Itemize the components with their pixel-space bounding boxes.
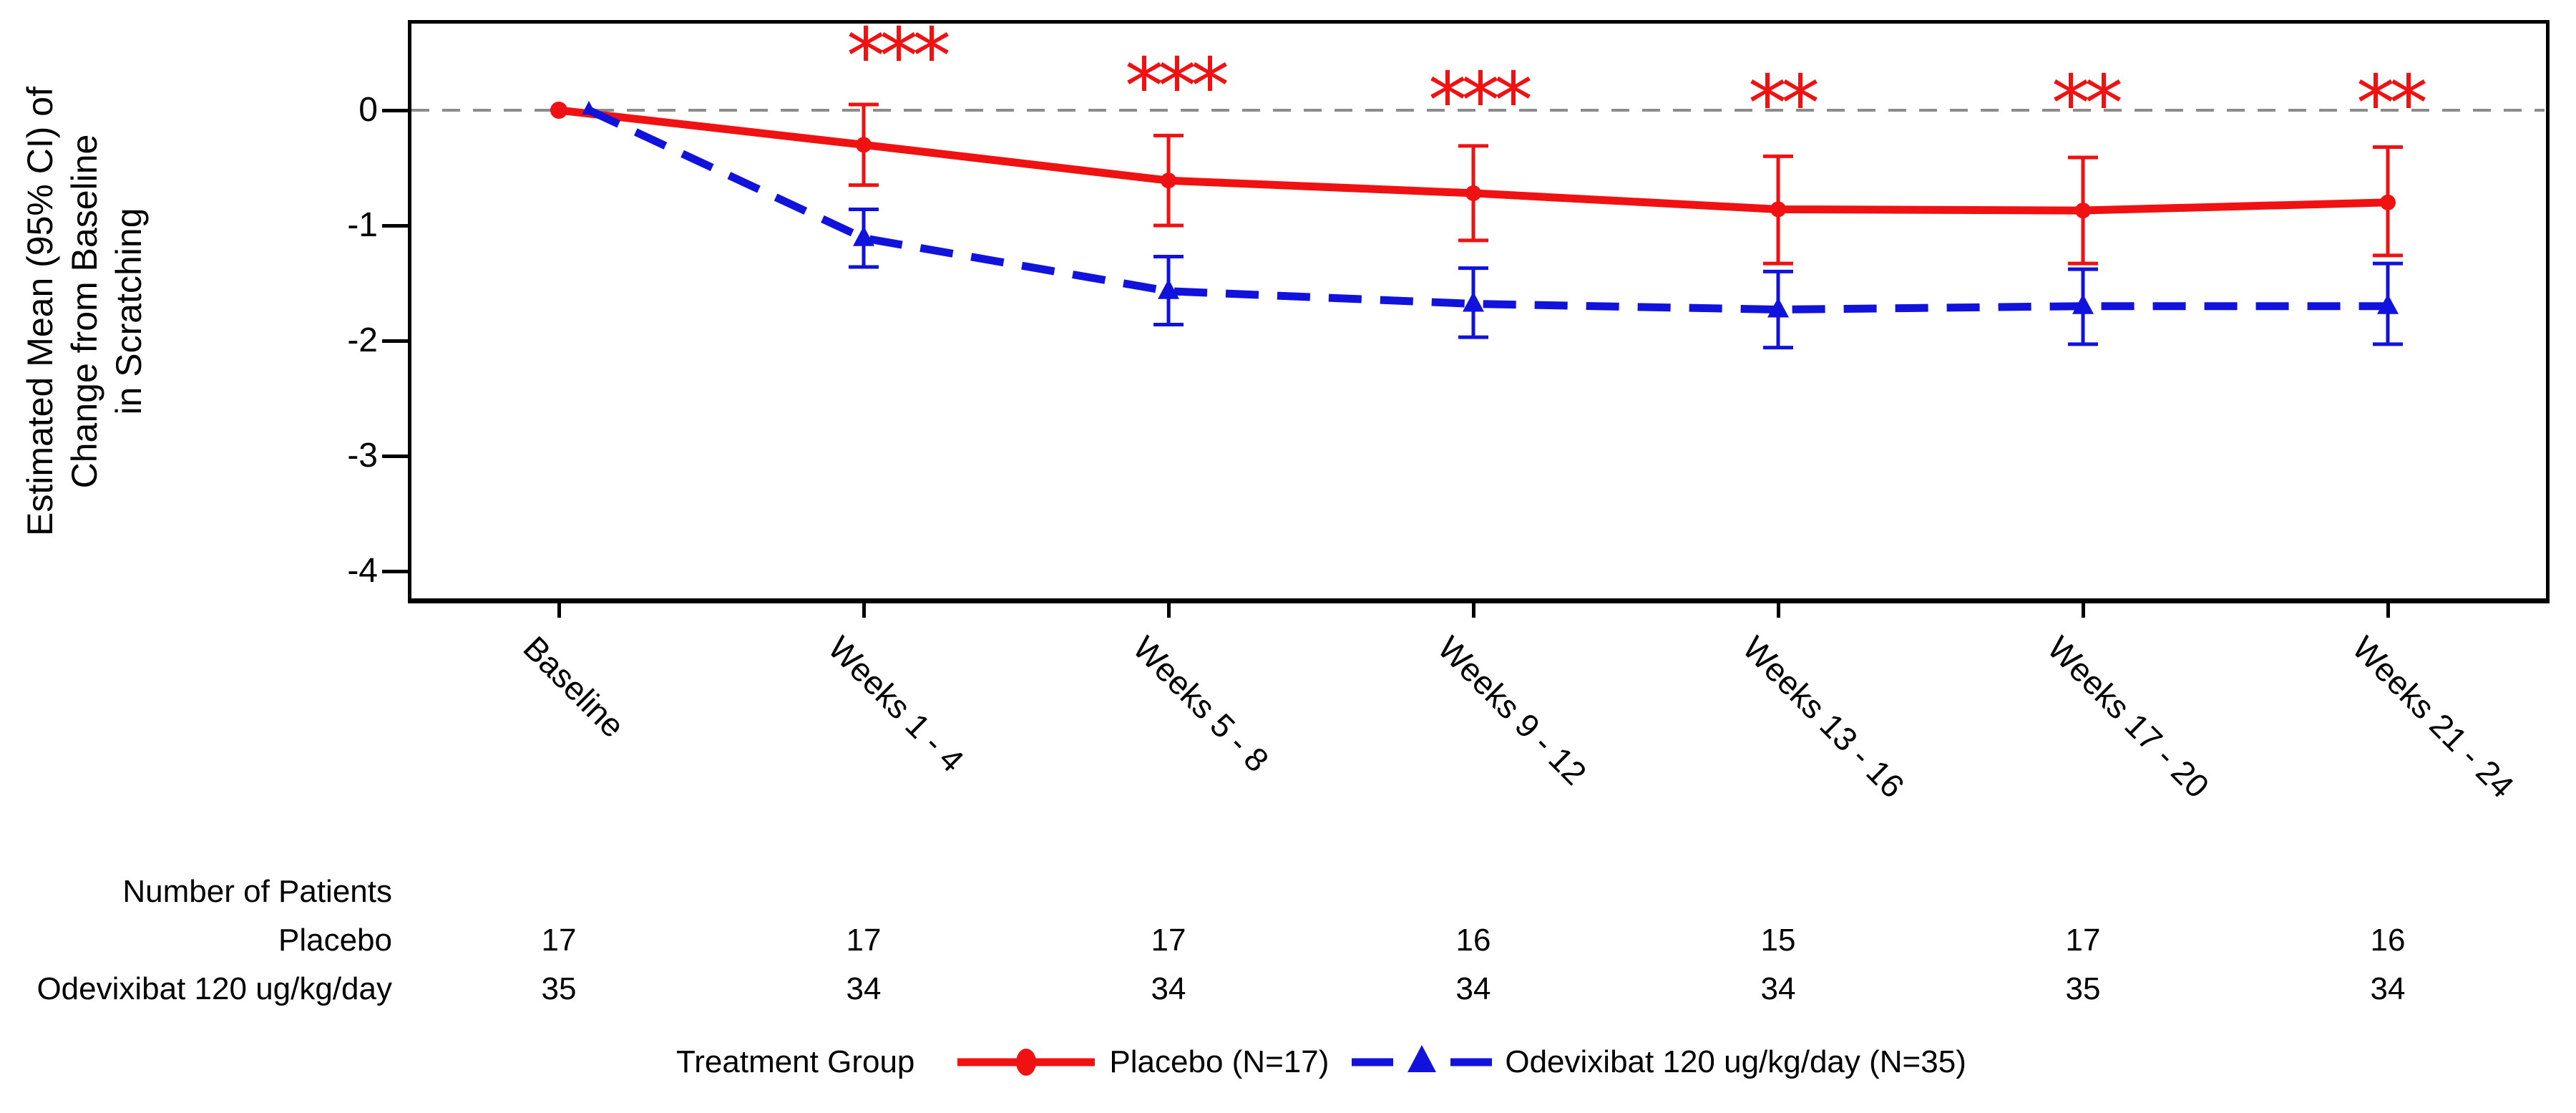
legend-marker-odevixibat-icon: [1352, 1045, 1493, 1072]
marker-circle: [2075, 203, 2091, 219]
x-tick-mark: [2386, 603, 2390, 618]
patient-count-cell: 34: [1455, 971, 1491, 1006]
significance-stars: **: [1748, 59, 1818, 149]
patient-count-cell: 35: [2065, 971, 2101, 1006]
significance-stars: **: [2356, 59, 2426, 149]
y-tick-mark: [382, 339, 408, 343]
y-tick-mark: [382, 224, 408, 228]
series-markers-placebo: [550, 102, 2396, 219]
marker-circle: [550, 102, 567, 119]
marker-triangle: [1158, 278, 1179, 299]
x-tick-mark: [1472, 603, 1475, 618]
y-tick-label: -1: [347, 206, 378, 244]
significance-stars: ***: [1428, 57, 1531, 146]
y-tick-label: -4: [347, 552, 378, 590]
y-tick-mark: [382, 570, 408, 573]
y-tick-label: 0: [358, 91, 378, 129]
marker-triangle: [853, 225, 874, 246]
patient-count-cell: 34: [2370, 971, 2406, 1006]
legend-label-odevixibat: Odevixibat 120 ug/kg/day (N=35): [1505, 1044, 1966, 1079]
y-tick-mark: [382, 109, 408, 112]
series-markers-odevixibat: [582, 101, 2399, 318]
x-tick-label: Weeks 13 - 16: [1735, 628, 1912, 805]
marker-circle: [1161, 172, 1176, 189]
legend: Treatment Group Placebo (N=17) Odevixiba…: [676, 1039, 1966, 1085]
x-tick-mark: [1167, 603, 1171, 618]
significance-stars: ***: [847, 24, 949, 102]
marker-triangle: [582, 101, 596, 115]
x-tick-label: Weeks 9 - 12: [1430, 628, 1594, 792]
marker-triangle: [2377, 293, 2399, 314]
x-tick-mark: [557, 603, 561, 618]
x-tick-mark: [862, 603, 866, 618]
x-tick-mark: [2082, 603, 2085, 618]
chart-svg: *** *** *** ** ** **: [411, 24, 2545, 350]
x-tick-label: Baseline: [516, 628, 633, 745]
patients-row-label-odevixibat: Odevixibat 120 ug/kg/day: [36, 971, 392, 1006]
marker-circle: [1770, 201, 1786, 218]
x-tick-label: Weeks 17 - 20: [2040, 628, 2217, 805]
significance-stars: ***: [1125, 42, 1227, 132]
patient-count-cell: 17: [1151, 923, 1186, 958]
y-tick-label: -3: [347, 437, 378, 475]
marker-circle: [856, 137, 872, 153]
patients-row-label-placebo: Placebo: [278, 923, 392, 958]
patient-count-cell: 16: [2370, 923, 2406, 958]
patient-count-cell: 17: [846, 923, 882, 958]
legend-marker-placebo-icon: [957, 1049, 1096, 1076]
plot-area: *** *** *** ** ** **: [408, 20, 2550, 603]
significance-stars-group: *** *** *** ** ** **: [847, 24, 2431, 149]
significance-stars: **: [2051, 59, 2121, 149]
marker-triangle: [1463, 291, 1484, 312]
patient-count-cell: 35: [541, 971, 577, 1006]
legend-label-placebo: Placebo (N=17): [1109, 1044, 1330, 1079]
patient-count-cell: 16: [1455, 923, 1491, 958]
y-tick-label: -2: [347, 321, 378, 359]
patient-count-cell: 17: [2065, 923, 2101, 958]
patient-count-cell: 34: [846, 971, 882, 1006]
marker-circle: [2380, 194, 2396, 210]
patient-count-cell: 17: [541, 923, 577, 958]
y-tick-mark: [382, 455, 408, 458]
marker-circle: [1465, 185, 1481, 201]
patient-count-cell: 34: [1760, 971, 1796, 1006]
x-tick-mark: [1777, 603, 1780, 618]
patient-count-cell: 34: [1151, 971, 1186, 1006]
x-tick-label: Weeks 21 - 24: [2345, 628, 2522, 805]
patients-table-title: Number of Patients: [122, 874, 392, 909]
marker-triangle: [2072, 293, 2094, 314]
x-tick-label: Weeks 5 - 8: [1126, 628, 1277, 779]
patient-count-cell: 15: [1760, 923, 1796, 958]
legend-title: Treatment Group: [676, 1044, 915, 1079]
x-tick-label: Weeks 1 - 4: [821, 628, 972, 779]
error-bars-placebo: [849, 102, 2403, 266]
marker-triangle: [1767, 297, 1789, 318]
